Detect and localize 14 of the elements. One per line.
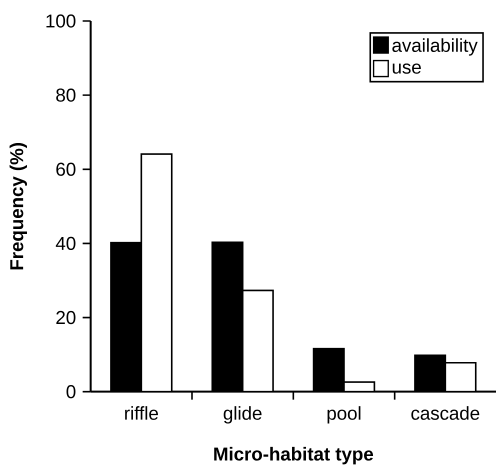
y-tick-label: 100: [46, 14, 76, 28]
y-tick-label: 60: [56, 162, 76, 176]
y-tick-label: 80: [56, 88, 76, 102]
x-axis-title: Micro-habitat type: [214, 446, 374, 464]
y-tick-label: 20: [56, 310, 76, 324]
legend-label: use: [392, 63, 421, 74]
x-tick-label: pool: [328, 406, 360, 424]
legend-label: availability: [392, 38, 478, 56]
y-axis-title: Frequency (%): [10, 142, 27, 270]
x-tick-label: cascade: [411, 406, 480, 420]
y-tick-label: 40: [56, 236, 76, 250]
y-tick-label: 0: [66, 385, 76, 398]
x-tick-label: riffle: [125, 406, 158, 420]
x-tick-label: glide: [224, 406, 262, 424]
